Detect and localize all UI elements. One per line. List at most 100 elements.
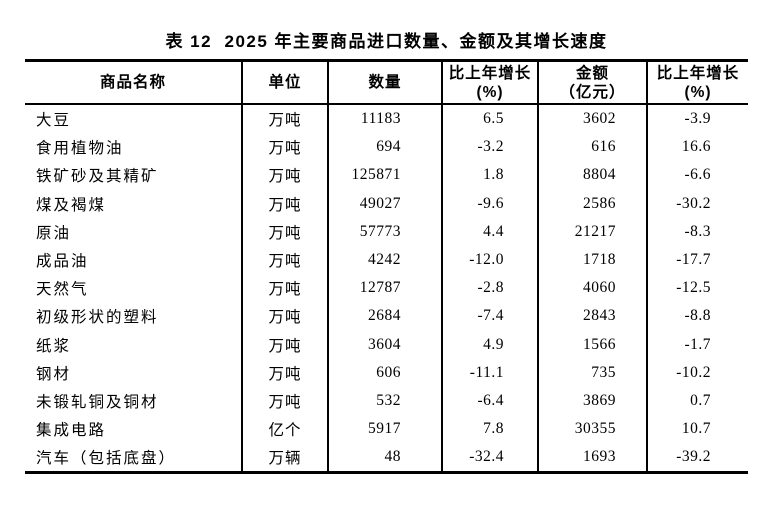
unit-cell: 万吨 xyxy=(241,302,328,331)
unit-cell: 万辆 xyxy=(241,443,328,473)
quantity-growth-cell: 1.8 xyxy=(441,161,538,190)
commodity-name-cell: 食用植物油 xyxy=(36,140,124,158)
table-row: 成品油 万吨 4242 -12.0 1718 -17.7 xyxy=(25,245,748,275)
commodity-name-cell: 成品油 xyxy=(36,253,89,271)
header-row: 商品名称 单位 数量 比上年增长 (%) 金额 （亿元） 比上年增长 xyxy=(25,60,748,105)
quantity-cell: 694 xyxy=(327,133,442,162)
value-cell: 8804 xyxy=(537,161,647,190)
table-row: 大豆 万吨 11183 6.5 3602 -3.9 xyxy=(25,104,748,134)
value-growth-cell: -12.5 xyxy=(646,274,748,303)
column-header-sublabel: （亿元） xyxy=(559,83,626,101)
quantity-cell: 606 xyxy=(327,358,442,387)
quantity-cell: 49027 xyxy=(327,189,442,218)
table-row: 未锻轧铜及铜材 万吨 532 -6.4 3869 0.7 xyxy=(25,386,748,416)
value-cell: 3602 xyxy=(537,104,647,134)
table-row: 纸浆 万吨 3604 4.9 1566 -1.7 xyxy=(25,330,748,359)
quantity-growth-cell: -3.2 xyxy=(441,133,538,162)
quantity-growth-cell: -32.4 xyxy=(441,443,538,473)
unit-cell: 万吨 xyxy=(241,104,328,134)
quantity-cell: 12787 xyxy=(327,274,442,303)
table-row: 原油 万吨 57773 4.4 21217 -8.3 xyxy=(25,217,748,246)
table-row: 天然气 万吨 12787 -2.8 4060 -12.5 xyxy=(25,274,748,303)
quantity-cell: 57773 xyxy=(327,217,442,246)
unit-cell: 万吨 xyxy=(241,133,328,162)
column-header-label: 比上年增长 xyxy=(656,64,740,82)
value-cell: 1718 xyxy=(537,245,647,275)
column-header-quantity-growth: 比上年增长 (%) xyxy=(441,60,538,105)
quantity-growth-cell: -9.6 xyxy=(441,189,538,218)
quantity-cell: 125871 xyxy=(327,161,442,190)
value-cell: 616 xyxy=(537,133,647,162)
table-row: 食用植物油 万吨 694 -3.2 616 16.6 xyxy=(25,133,748,162)
column-header-label: 数量 xyxy=(368,74,402,91)
quantity-cell: 48 xyxy=(327,443,442,473)
commodity-name-cell: 天然气 xyxy=(36,281,89,299)
quantity-growth-cell: 6.5 xyxy=(441,104,538,134)
table-row: 初级形状的塑料 万吨 2684 -7.4 2843 -8.8 xyxy=(25,302,748,331)
table-title: 表 12 2025 年主要商品进口数量、金额及其增长速度 xyxy=(165,32,608,51)
value-cell: 21217 xyxy=(537,217,647,246)
value-cell: 1693 xyxy=(537,443,647,473)
quantity-growth-cell: 7.8 xyxy=(441,415,538,444)
value-growth-cell: -17.7 xyxy=(646,245,748,275)
column-header-label: 商品名称 xyxy=(99,74,166,91)
value-growth-cell: -39.2 xyxy=(646,443,748,473)
commodity-name-cell: 大豆 xyxy=(36,112,72,130)
column-header-sublabel: (%) xyxy=(684,83,712,101)
quantity-cell: 5917 xyxy=(327,415,442,444)
value-growth-cell: 0.7 xyxy=(646,386,748,416)
commodity-name-cell: 汽车（包括底盘） xyxy=(36,450,177,468)
value-cell: 735 xyxy=(537,358,647,387)
column-header-value-growth: 比上年增长 (%) xyxy=(646,60,748,105)
commodity-name-cell: 钢材 xyxy=(36,365,72,383)
column-header-value: 金额 （亿元） xyxy=(537,60,647,105)
commodity-name-cell: 未锻轧铜及铜材 xyxy=(36,393,159,411)
table-row: 铁矿砂及其精矿 万吨 125871 1.8 8804 -6.6 xyxy=(25,161,748,190)
column-header-quantity: 数量 xyxy=(327,60,442,105)
unit-cell: 万吨 xyxy=(241,274,328,303)
commodity-name-cell: 原油 xyxy=(36,224,72,242)
import-commodities-table: 商品名称 单位 数量 比上年增长 (%) 金额 （亿元） 比上年增长 xyxy=(25,59,748,475)
column-header-label: 比上年增长 xyxy=(448,64,532,82)
value-cell: 3869 xyxy=(537,386,647,416)
unit-cell: 万吨 xyxy=(241,330,328,359)
value-cell: 4060 xyxy=(537,274,647,303)
value-growth-cell: 10.7 xyxy=(646,415,748,444)
quantity-growth-cell: 4.9 xyxy=(441,330,538,359)
value-growth-cell: -6.6 xyxy=(646,161,748,190)
table-header: 商品名称 单位 数量 比上年增长 (%) 金额 （亿元） 比上年增长 xyxy=(25,60,748,105)
quantity-cell: 11183 xyxy=(327,104,442,134)
value-growth-cell: -8.3 xyxy=(646,217,748,246)
quantity-growth-cell: 4.4 xyxy=(441,217,538,246)
quantity-cell: 532 xyxy=(327,386,442,416)
quantity-growth-cell: -6.4 xyxy=(441,386,538,416)
unit-cell: 亿个 xyxy=(241,415,328,444)
value-growth-cell: -1.7 xyxy=(646,330,748,359)
commodity-name-cell: 集成电路 xyxy=(36,422,107,440)
value-cell: 2586 xyxy=(537,189,647,218)
unit-cell: 万吨 xyxy=(241,358,328,387)
quantity-cell: 2684 xyxy=(327,302,442,331)
unit-cell: 万吨 xyxy=(241,161,328,190)
table-row: 集成电路 亿个 5917 7.8 30355 10.7 xyxy=(25,415,748,444)
commodity-name-cell: 铁矿砂及其精矿 xyxy=(36,168,159,186)
value-growth-cell: -10.2 xyxy=(646,358,748,387)
table-body: 大豆 万吨 11183 6.5 3602 -3.9 食用植物油 万吨 694 -3.2 616 16.… xyxy=(25,104,748,473)
quantity-growth-cell: -12.0 xyxy=(441,245,538,275)
commodity-name-cell: 纸浆 xyxy=(36,337,72,355)
table-row: 汽车（包括底盘） 万辆 48 -32.4 1693 -39.2 xyxy=(25,443,748,473)
unit-cell: 万吨 xyxy=(241,217,328,246)
value-growth-cell: -30.2 xyxy=(646,189,748,218)
quantity-growth-cell: -2.8 xyxy=(441,274,538,303)
value-cell: 2843 xyxy=(537,302,647,331)
value-growth-cell: 16.6 xyxy=(646,133,748,162)
column-header-sublabel: (%) xyxy=(476,83,504,101)
value-cell: 1566 xyxy=(537,330,647,359)
document-page: 表 12 2025 年主要商品进口数量、金额及其增长速度 商品名称 单位 数量 … xyxy=(0,31,768,525)
unit-cell: 万吨 xyxy=(241,245,328,275)
commodity-name-cell: 初级形状的塑料 xyxy=(36,309,159,327)
value-growth-cell: -8.8 xyxy=(646,302,748,331)
column-header-unit: 单位 xyxy=(241,60,328,105)
unit-cell: 万吨 xyxy=(241,189,328,218)
quantity-cell: 3604 xyxy=(327,330,442,359)
